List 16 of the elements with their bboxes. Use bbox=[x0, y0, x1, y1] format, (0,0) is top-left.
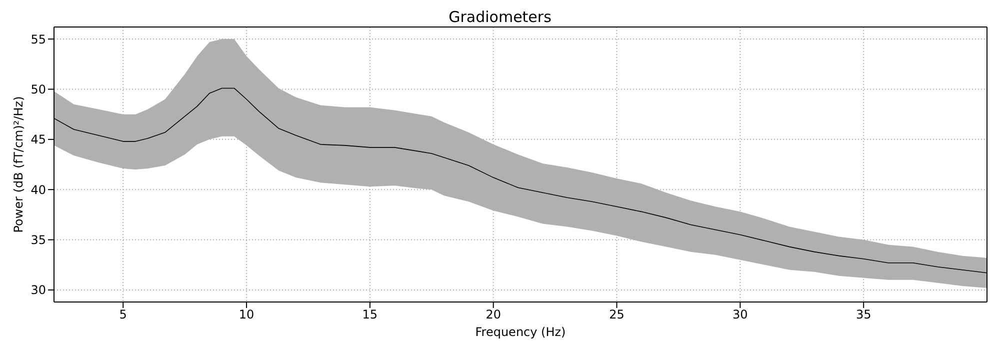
y-tick-label: 55 bbox=[30, 32, 46, 46]
x-axis-title: Frequency (Hz) bbox=[475, 325, 566, 339]
y-tick-label: 45 bbox=[30, 132, 46, 147]
chart-title: Gradiometers bbox=[448, 8, 552, 26]
x-tick-label: 30 bbox=[732, 308, 748, 322]
y-tick-label: 40 bbox=[30, 182, 46, 197]
y-tick-label: 30 bbox=[30, 283, 46, 298]
x-tick-label: 10 bbox=[238, 308, 254, 322]
y-tick-label: 35 bbox=[30, 233, 46, 248]
x-tick-label: 20 bbox=[486, 308, 501, 322]
x-tick-label: 15 bbox=[362, 308, 378, 322]
y-axis-title: Power (dB (fT/cm)²/Hz) bbox=[11, 96, 26, 233]
y-tick-label: 50 bbox=[30, 82, 46, 96]
x-tick-label: 5 bbox=[119, 308, 127, 322]
x-tick-label: 25 bbox=[609, 308, 624, 322]
x-tick-label: 35 bbox=[856, 308, 872, 322]
